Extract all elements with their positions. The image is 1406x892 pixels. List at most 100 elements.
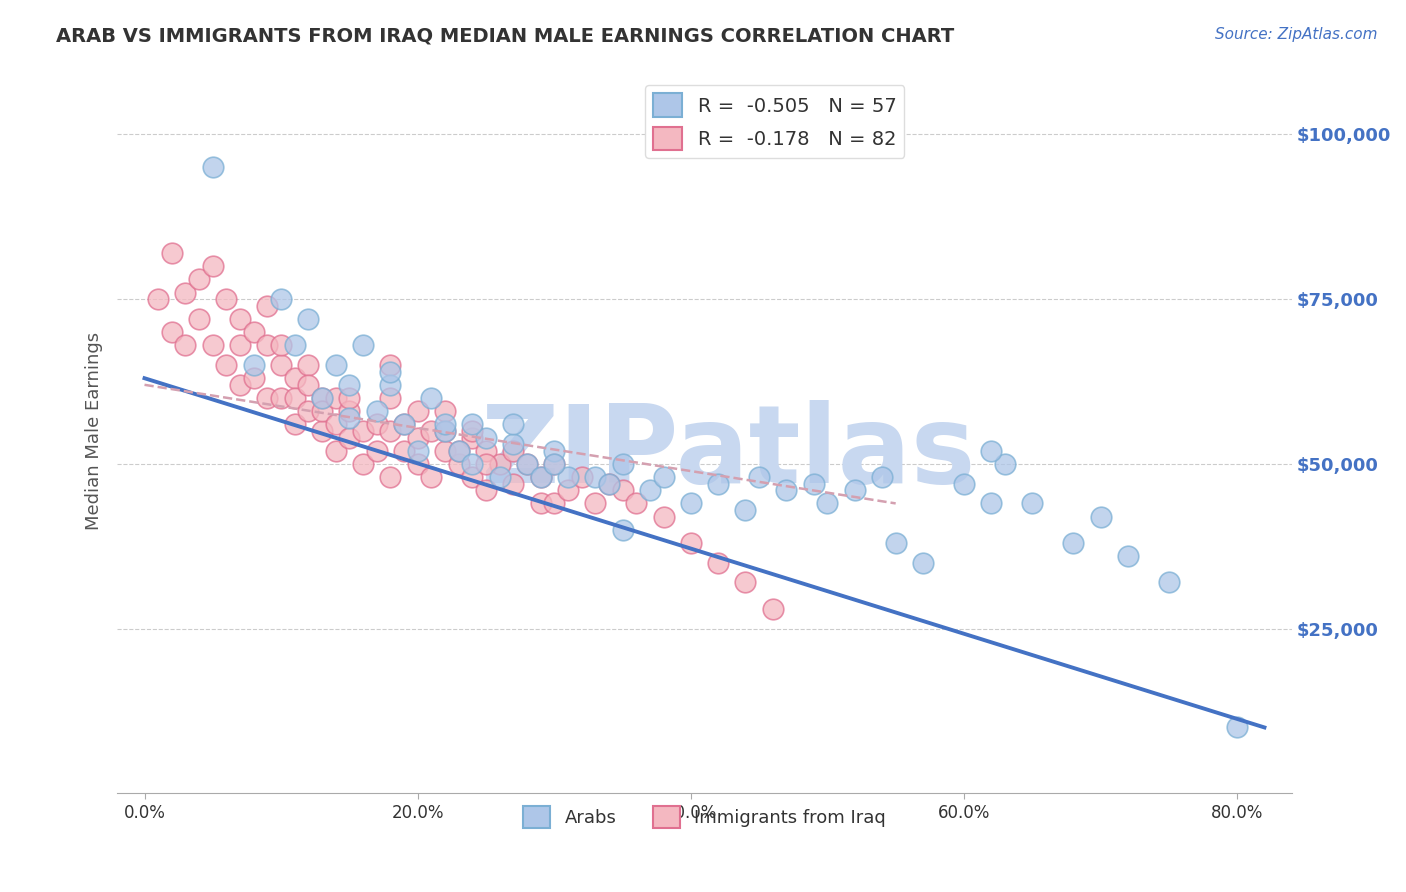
Point <box>366 404 388 418</box>
Point <box>420 470 443 484</box>
Point <box>461 457 484 471</box>
Point <box>433 424 456 438</box>
Point <box>380 470 402 484</box>
Point <box>352 424 374 438</box>
Point <box>256 338 278 352</box>
Point <box>392 443 415 458</box>
Point <box>461 470 484 484</box>
Point <box>447 443 470 458</box>
Point <box>652 470 675 484</box>
Point <box>337 377 360 392</box>
Point <box>366 417 388 432</box>
Point <box>583 470 606 484</box>
Point <box>502 476 524 491</box>
Point <box>337 430 360 444</box>
Point <box>229 312 252 326</box>
Point <box>707 476 730 491</box>
Point <box>325 443 347 458</box>
Point <box>284 338 307 352</box>
Point <box>146 292 169 306</box>
Point <box>516 457 538 471</box>
Point <box>980 443 1002 458</box>
Point <box>557 483 579 498</box>
Point <box>311 404 333 418</box>
Point <box>953 476 976 491</box>
Point <box>638 483 661 498</box>
Point <box>803 476 825 491</box>
Point <box>380 377 402 392</box>
Point <box>188 272 211 286</box>
Point <box>529 470 551 484</box>
Point <box>270 358 292 372</box>
Point <box>461 430 484 444</box>
Point <box>516 457 538 471</box>
Point <box>242 325 264 339</box>
Point <box>612 457 634 471</box>
Point <box>475 483 498 498</box>
Point <box>1062 536 1084 550</box>
Point <box>475 430 498 444</box>
Point <box>270 292 292 306</box>
Legend: Arabs, Immigrants from Iraq: Arabs, Immigrants from Iraq <box>516 798 893 835</box>
Point <box>325 417 347 432</box>
Point <box>1090 509 1112 524</box>
Point <box>201 338 224 352</box>
Point <box>734 575 756 590</box>
Point <box>748 470 770 484</box>
Point <box>380 424 402 438</box>
Point <box>994 457 1017 471</box>
Point <box>447 457 470 471</box>
Point <box>884 536 907 550</box>
Point <box>461 424 484 438</box>
Point <box>325 391 347 405</box>
Point <box>337 410 360 425</box>
Point <box>337 391 360 405</box>
Text: Source: ZipAtlas.com: Source: ZipAtlas.com <box>1215 27 1378 42</box>
Point <box>502 417 524 432</box>
Point <box>311 424 333 438</box>
Point <box>475 443 498 458</box>
Point <box>488 457 510 471</box>
Point <box>366 443 388 458</box>
Point <box>380 365 402 379</box>
Point <box>543 457 565 471</box>
Point <box>160 246 183 260</box>
Point <box>488 470 510 484</box>
Point <box>557 470 579 484</box>
Point <box>598 476 620 491</box>
Point <box>502 437 524 451</box>
Point <box>1226 721 1249 735</box>
Point <box>844 483 866 498</box>
Point <box>256 391 278 405</box>
Point <box>270 338 292 352</box>
Y-axis label: Median Male Earnings: Median Male Earnings <box>86 332 103 530</box>
Point <box>612 483 634 498</box>
Point <box>201 161 224 175</box>
Point <box>652 509 675 524</box>
Point <box>406 443 429 458</box>
Point <box>433 424 456 438</box>
Point <box>980 496 1002 510</box>
Point <box>406 404 429 418</box>
Point <box>911 556 934 570</box>
Point <box>475 457 498 471</box>
Point <box>406 430 429 444</box>
Point <box>284 371 307 385</box>
Point <box>529 470 551 484</box>
Point <box>229 338 252 352</box>
Point <box>311 391 333 405</box>
Text: ARAB VS IMMIGRANTS FROM IRAQ MEDIAN MALE EARNINGS CORRELATION CHART: ARAB VS IMMIGRANTS FROM IRAQ MEDIAN MALE… <box>56 27 955 45</box>
Point <box>598 476 620 491</box>
Point <box>571 470 593 484</box>
Point <box>775 483 797 498</box>
Point <box>311 391 333 405</box>
Point <box>624 496 647 510</box>
Point <box>256 299 278 313</box>
Point <box>420 424 443 438</box>
Point <box>679 496 702 510</box>
Point <box>529 496 551 510</box>
Point <box>297 377 319 392</box>
Point <box>188 312 211 326</box>
Point <box>762 602 785 616</box>
Point <box>352 457 374 471</box>
